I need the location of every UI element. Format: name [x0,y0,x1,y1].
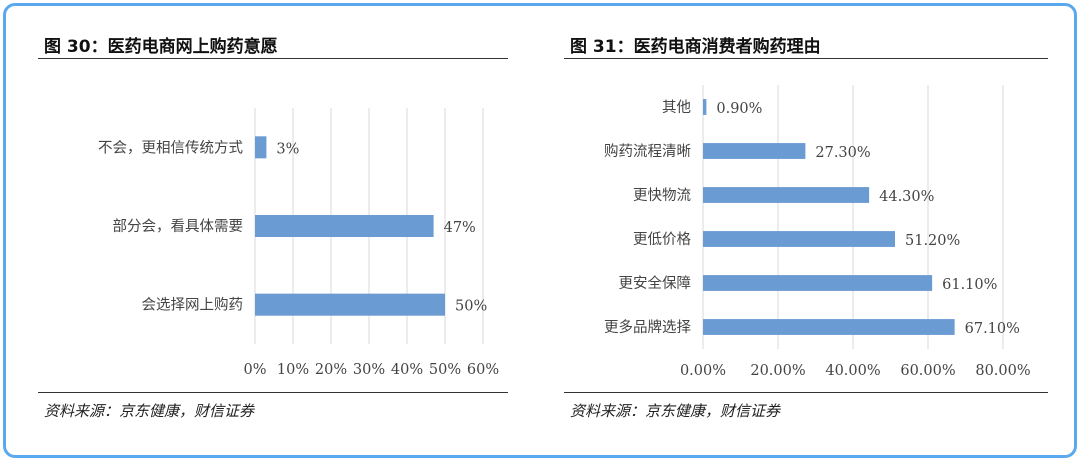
left-bar [255,293,445,316]
left-x-tick-label: 30% [353,362,385,378]
left-chart-title: 图 30：医药电商网上购药意愿 [44,37,278,57]
right-source-note: 资料来源：京东健康，财信证券 [570,402,781,420]
right-bar [703,187,870,203]
right-value-label: 67.10% [965,321,1020,337]
left-title-bar: 图 30：医药电商网上购药意愿 [38,24,508,59]
left-bar [255,136,267,159]
left-value-label: 3% [276,141,299,157]
left-bar [255,214,434,238]
right-category-label: 更快物流 [633,187,691,204]
left-x-tick-label: 20% [315,362,347,378]
right-bar [703,319,955,335]
right-title-bar: 图 31：医药电商消费者购药理由 [564,24,1048,59]
left-value-label: 50% [455,299,487,315]
right-bar [703,143,806,159]
left-panel: 图 30：医药电商网上购药意愿 0% 10% 20% 30% 40% 50% 60% 不会，更… [38,0,508,430]
right-value-label: 27.30% [815,145,870,161]
right-category-label: 其他 [662,99,691,116]
left-x-tick-label: 40% [391,362,423,378]
left-category-label: 部分会，看具体需要 [113,218,244,235]
left-value-label: 47% [444,220,476,236]
left-x-tick-label: 50% [429,362,461,378]
right-x-tick-label: 60.00% [900,363,955,379]
left-source-bar: 资料来源：京东健康，财信证券 [38,392,508,423]
left-x-tick-label: 10% [277,362,309,378]
left-category-label: 会选择网上购药 [142,297,244,314]
right-category-label: 购药流程清晰 [604,143,691,160]
right-x-tick-label: 40.00% [825,363,880,379]
right-value-label: 44.30% [879,189,934,205]
right-bar [703,231,895,247]
right-value-label: 0.90% [716,101,762,117]
left-category-label: 不会，更相信传统方式 [98,139,243,156]
right-value-label: 61.10% [942,277,997,293]
right-source-bar: 资料来源：京东健康，财信证券 [564,392,1048,423]
right-category-label: 更安全保障 [619,274,692,292]
right-x-tick-label: 0.00% [680,363,726,379]
left-x-tick-label: 0% [243,362,266,378]
left-bar-chart: 0% 10% 20% 30% 40% 50% 60% 不会，更相信传统方式 3% 部分会，看具体需… [98,108,499,378]
left-x-tick-label: 60% [467,362,499,378]
right-chart-title: 图 31：医药电商消费者购药理由 [570,37,821,57]
right-bar [703,275,933,291]
right-bar-chart: 0.00% 20.00% 40.00% 60.00% 80.00% 其他 0.90% 购药流程… [604,85,1031,379]
right-category-label: 更低价格 [633,231,691,248]
right-category-label: 更多品牌选择 [604,319,691,336]
right-value-label: 51.20% [905,233,960,249]
left-source-note: 资料来源：京东健康，财信证券 [44,402,255,420]
right-x-tick-label: 20.00% [750,363,805,379]
right-x-tick-label: 80.00% [975,363,1030,379]
figure-frame [3,3,1077,458]
right-bar [703,99,707,115]
right-panel: 图 31：医药电商消费者购药理由 0.00% 20.00% 40.00% 60.00%… [564,0,1048,430]
